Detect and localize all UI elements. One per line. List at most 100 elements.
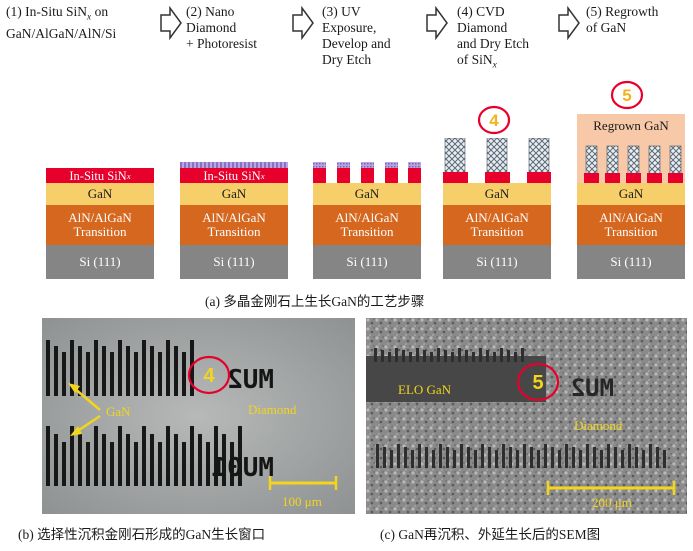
caption-b: (b) 选择性沉积金刚石形成的GaN生长窗口 <box>18 527 266 542</box>
comb-tooth <box>467 447 470 468</box>
step-3-title: (3) UV Exposure, Develop and Dry Etch <box>322 4 391 67</box>
comb-tooth <box>404 447 407 468</box>
comb-tooth <box>46 340 50 396</box>
comb-tooth <box>649 444 652 468</box>
comb-tooth <box>134 352 138 396</box>
comb-tooth <box>174 434 178 486</box>
comb-tooth <box>190 340 194 396</box>
comb-tooth <box>572 447 575 468</box>
comb-tooth <box>537 450 540 468</box>
comb-tooth <box>166 340 170 396</box>
comb-tooth <box>110 442 114 486</box>
layer-gan: GaN <box>46 183 154 205</box>
comb-tooth <box>110 352 114 396</box>
comb-tooth <box>150 346 154 396</box>
comb-tooth <box>544 444 547 468</box>
comb-tooth <box>474 450 477 468</box>
comb-tooth <box>453 450 456 468</box>
comb-tooth <box>174 346 178 396</box>
comb-tooth <box>390 450 393 468</box>
comb-tooth <box>439 444 442 468</box>
svg-text:4: 4 <box>489 111 499 130</box>
comb-tooth <box>663 450 666 468</box>
layer-si: Si (111) <box>443 245 551 279</box>
svg-text:MU2: MU2 <box>227 365 274 395</box>
stack-step-4: GaN AlN/AlGaN Transition Si (111) <box>443 183 551 279</box>
svg-text:4: 4 <box>203 365 215 387</box>
comb-tooth <box>516 450 519 468</box>
comb-tooth <box>230 442 234 486</box>
layer-gan: GaN <box>180 183 288 205</box>
step-4-marker: 4 <box>477 105 511 135</box>
step-1-title: (1) In-Situ SiNx on GaN/AlGaN/AlN/Si <box>6 4 117 41</box>
layer-sin: In-Situ SiN x <box>180 168 288 183</box>
comb-tooth <box>423 350 426 362</box>
comb-tooth <box>102 434 106 486</box>
step-4-title: (4) CVD Diamond and Dry Etch of SiNx <box>457 4 529 71</box>
layer-gan: GaN <box>313 183 421 205</box>
layer-si: Si (111) <box>577 245 685 279</box>
comb-tooth <box>238 426 242 486</box>
stack-step-3: GaN AlN/AlGaN Transition Si (111) <box>313 183 421 279</box>
comb-tooth <box>558 450 561 468</box>
sem-b-scale-label: 100 μm <box>282 494 322 509</box>
sem-c-elo-label: ELO GaN <box>398 382 452 397</box>
comb-tooth <box>70 340 74 396</box>
layer-gan: GaN <box>577 183 685 205</box>
comb-tooth <box>430 352 433 362</box>
comb-tooth <box>102 346 106 396</box>
comb-tooth <box>507 350 510 362</box>
comb-tooth <box>376 444 379 468</box>
comb-tooth <box>479 348 482 362</box>
step-5-title: (5) Regrowth of GaN <box>586 4 659 35</box>
photoresist-layer <box>180 162 288 168</box>
comb-tooth <box>86 352 90 396</box>
comb-tooth <box>62 442 66 486</box>
comb-tooth <box>150 434 154 486</box>
caption-a: (a) 多晶金刚石上生长GaN的工艺步骤 <box>205 294 425 309</box>
comb-tooth <box>158 352 162 396</box>
comb-tooth <box>383 447 386 468</box>
comb-tooth <box>521 348 524 362</box>
comb-tooth <box>635 447 638 468</box>
comb-tooth <box>78 346 82 396</box>
comb-tooth <box>142 340 146 396</box>
comb-tooth <box>628 444 631 468</box>
comb-tooth <box>593 447 596 468</box>
comb-tooth <box>158 442 162 486</box>
layer-sin: In-Situ SiN x <box>46 168 154 183</box>
comb-tooth <box>472 352 475 362</box>
stack-step-5: GaN AlN/AlGaN Transition Si (111) <box>577 183 685 279</box>
comb-tooth <box>70 426 74 486</box>
comb-tooth <box>460 444 463 468</box>
comb-tooth <box>374 348 377 362</box>
caption-c: (c) GaN再沉积、外延生长后的SEM图 <box>380 527 601 542</box>
sem-c-scale-label: 200 μm <box>592 495 632 510</box>
step-arrow-icon <box>292 6 314 40</box>
stack-step-1: In-Situ SiN x GaN AlN/AlGaN Transition Si … <box>46 168 154 279</box>
comb-tooth <box>46 426 50 486</box>
layer-si: Si (111) <box>180 245 288 279</box>
comb-tooth <box>198 434 202 486</box>
comb-tooth <box>530 447 533 468</box>
comb-tooth <box>409 352 412 362</box>
comb-tooth <box>607 444 610 468</box>
step-arrow-icon <box>558 6 580 40</box>
comb-tooth <box>86 442 90 486</box>
comb-tooth <box>642 450 645 468</box>
svg-text:MU2: MU2 <box>571 374 614 402</box>
comb-tooth <box>126 346 130 396</box>
layer-si: Si (111) <box>46 245 154 279</box>
comb-tooth <box>142 426 146 486</box>
layer-gan: GaN <box>443 183 551 205</box>
step-arrow-icon <box>426 6 448 40</box>
svg-text:MU01: MU01 <box>211 453 274 483</box>
comb-tooth <box>182 442 186 486</box>
step-5-marker: 5 <box>610 80 644 110</box>
sem-b-diamond-label: Diamond <box>248 402 297 417</box>
comb-tooth <box>493 352 496 362</box>
comb-tooth <box>551 447 554 468</box>
sem-panel-b: MU2 MU01 4 GaN Diamond 100 μm <box>42 318 355 514</box>
patterned-resist <box>313 162 421 183</box>
comb-tooth <box>411 450 414 468</box>
